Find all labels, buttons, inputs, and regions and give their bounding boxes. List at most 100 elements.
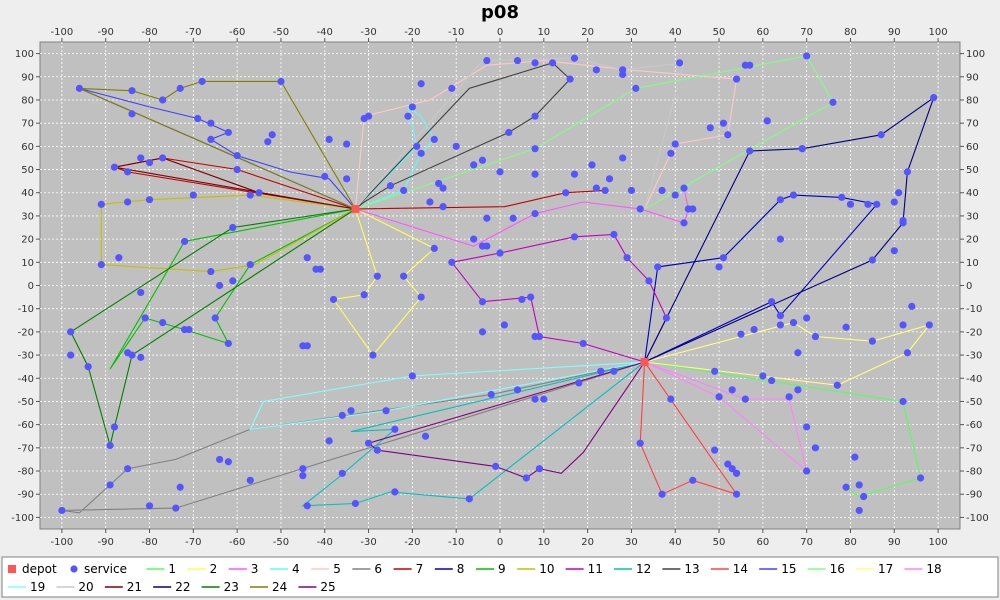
service-point <box>671 191 679 199</box>
service-point <box>483 242 491 250</box>
y-tick-label-right: -20 <box>966 327 982 338</box>
service-point <box>321 172 329 181</box>
service-point <box>908 302 916 310</box>
x-tick-label-top: 80 <box>844 27 857 38</box>
x-tick-label-bottom: -20 <box>404 537 420 548</box>
service-point <box>592 184 600 192</box>
y-tick-label-right: -60 <box>966 420 982 431</box>
service-point <box>838 193 846 201</box>
service-point <box>478 328 487 336</box>
service-point <box>496 168 504 176</box>
service-point <box>864 200 872 208</box>
x-tick-label-top: -50 <box>273 27 289 38</box>
service-point <box>338 411 346 419</box>
legend-label: 18 <box>926 562 941 576</box>
service-point <box>391 425 399 433</box>
service-point <box>877 131 885 139</box>
legend-label: 24 <box>272 580 287 594</box>
x-tick-label-top: -60 <box>229 27 245 38</box>
service-point <box>890 198 898 206</box>
service-point <box>246 191 254 199</box>
y-tick-label-right: -50 <box>966 397 982 408</box>
service-point <box>860 492 868 501</box>
service-point <box>562 189 570 197</box>
service-point <box>360 291 368 299</box>
service-point <box>246 476 254 484</box>
service-point <box>570 233 579 241</box>
service-point <box>137 288 145 297</box>
x-tick-label-bottom: -10 <box>448 537 464 548</box>
legend-label: 1 <box>168 562 176 576</box>
service-point <box>303 502 311 510</box>
service-point <box>364 439 373 447</box>
service-point <box>303 342 311 350</box>
x-tick-label-top: 70 <box>800 27 813 38</box>
y-tick-label-right: -90 <box>966 490 982 501</box>
x-tick-label-top: 100 <box>929 27 948 38</box>
service-point <box>198 77 206 86</box>
x-tick-label-bottom: -30 <box>360 537 376 548</box>
service-point <box>728 465 736 473</box>
service-point <box>216 455 224 464</box>
service-point <box>505 128 513 137</box>
y-tick-label-left: 90 <box>21 72 34 83</box>
y-tick-label-right: 30 <box>966 211 979 222</box>
y-tick-label-left: -30 <box>18 351 34 362</box>
y-tick-label-left: -90 <box>18 490 34 501</box>
service-point <box>548 59 557 67</box>
legend-label: 23 <box>224 580 239 594</box>
service-point <box>159 154 167 162</box>
service-point <box>588 161 596 169</box>
service-point <box>711 446 719 454</box>
service-point <box>732 490 741 498</box>
service-point <box>483 56 491 65</box>
legend-label: 8 <box>457 562 465 576</box>
service-point <box>715 393 723 401</box>
service-point <box>575 379 583 387</box>
service-point <box>658 490 666 498</box>
y-tick-label-left: 50 <box>21 165 34 176</box>
service-point <box>570 170 579 178</box>
legend <box>1 556 999 598</box>
service-point <box>124 198 132 206</box>
service-point <box>768 298 776 306</box>
legend-label: 17 <box>878 562 893 576</box>
service-point <box>364 112 373 120</box>
legend-label: 3 <box>251 562 259 576</box>
service-point <box>610 230 618 239</box>
service-point <box>303 254 311 262</box>
service-point <box>176 483 184 491</box>
service-point <box>369 351 377 359</box>
service-point <box>842 323 850 331</box>
x-tick-label-bottom: 70 <box>800 537 813 548</box>
service-point <box>110 163 119 171</box>
service-point <box>268 131 276 139</box>
y-tick-label-left: 40 <box>21 188 34 199</box>
service-point <box>400 186 408 195</box>
service-point <box>216 281 224 290</box>
depot-point <box>351 204 360 213</box>
service-point <box>513 56 522 65</box>
y-tick-label-left: -80 <box>18 467 34 478</box>
route-17-line <box>644 322 931 386</box>
service-point <box>470 161 478 169</box>
route-6-line <box>61 361 645 514</box>
service-point <box>741 395 749 403</box>
service-point <box>351 499 360 508</box>
y-tick-label-left: 20 <box>21 235 34 246</box>
service-point <box>868 256 876 264</box>
service-point <box>732 75 741 83</box>
x-tick-label-bottom: 100 <box>929 537 948 548</box>
x-tick-label-top: -100 <box>51 27 74 38</box>
legend-label: 15 <box>781 562 796 576</box>
y-tick-label-right: -30 <box>966 351 982 362</box>
y-tick-label-left: -20 <box>18 327 34 338</box>
service-point <box>316 265 324 273</box>
service-point <box>325 437 333 445</box>
service-point <box>487 390 495 399</box>
service-point <box>855 506 863 515</box>
service-point <box>400 272 408 280</box>
legend-label: 22 <box>175 580 190 594</box>
service-point <box>636 439 644 447</box>
x-tick-label-bottom: -70 <box>185 537 201 548</box>
